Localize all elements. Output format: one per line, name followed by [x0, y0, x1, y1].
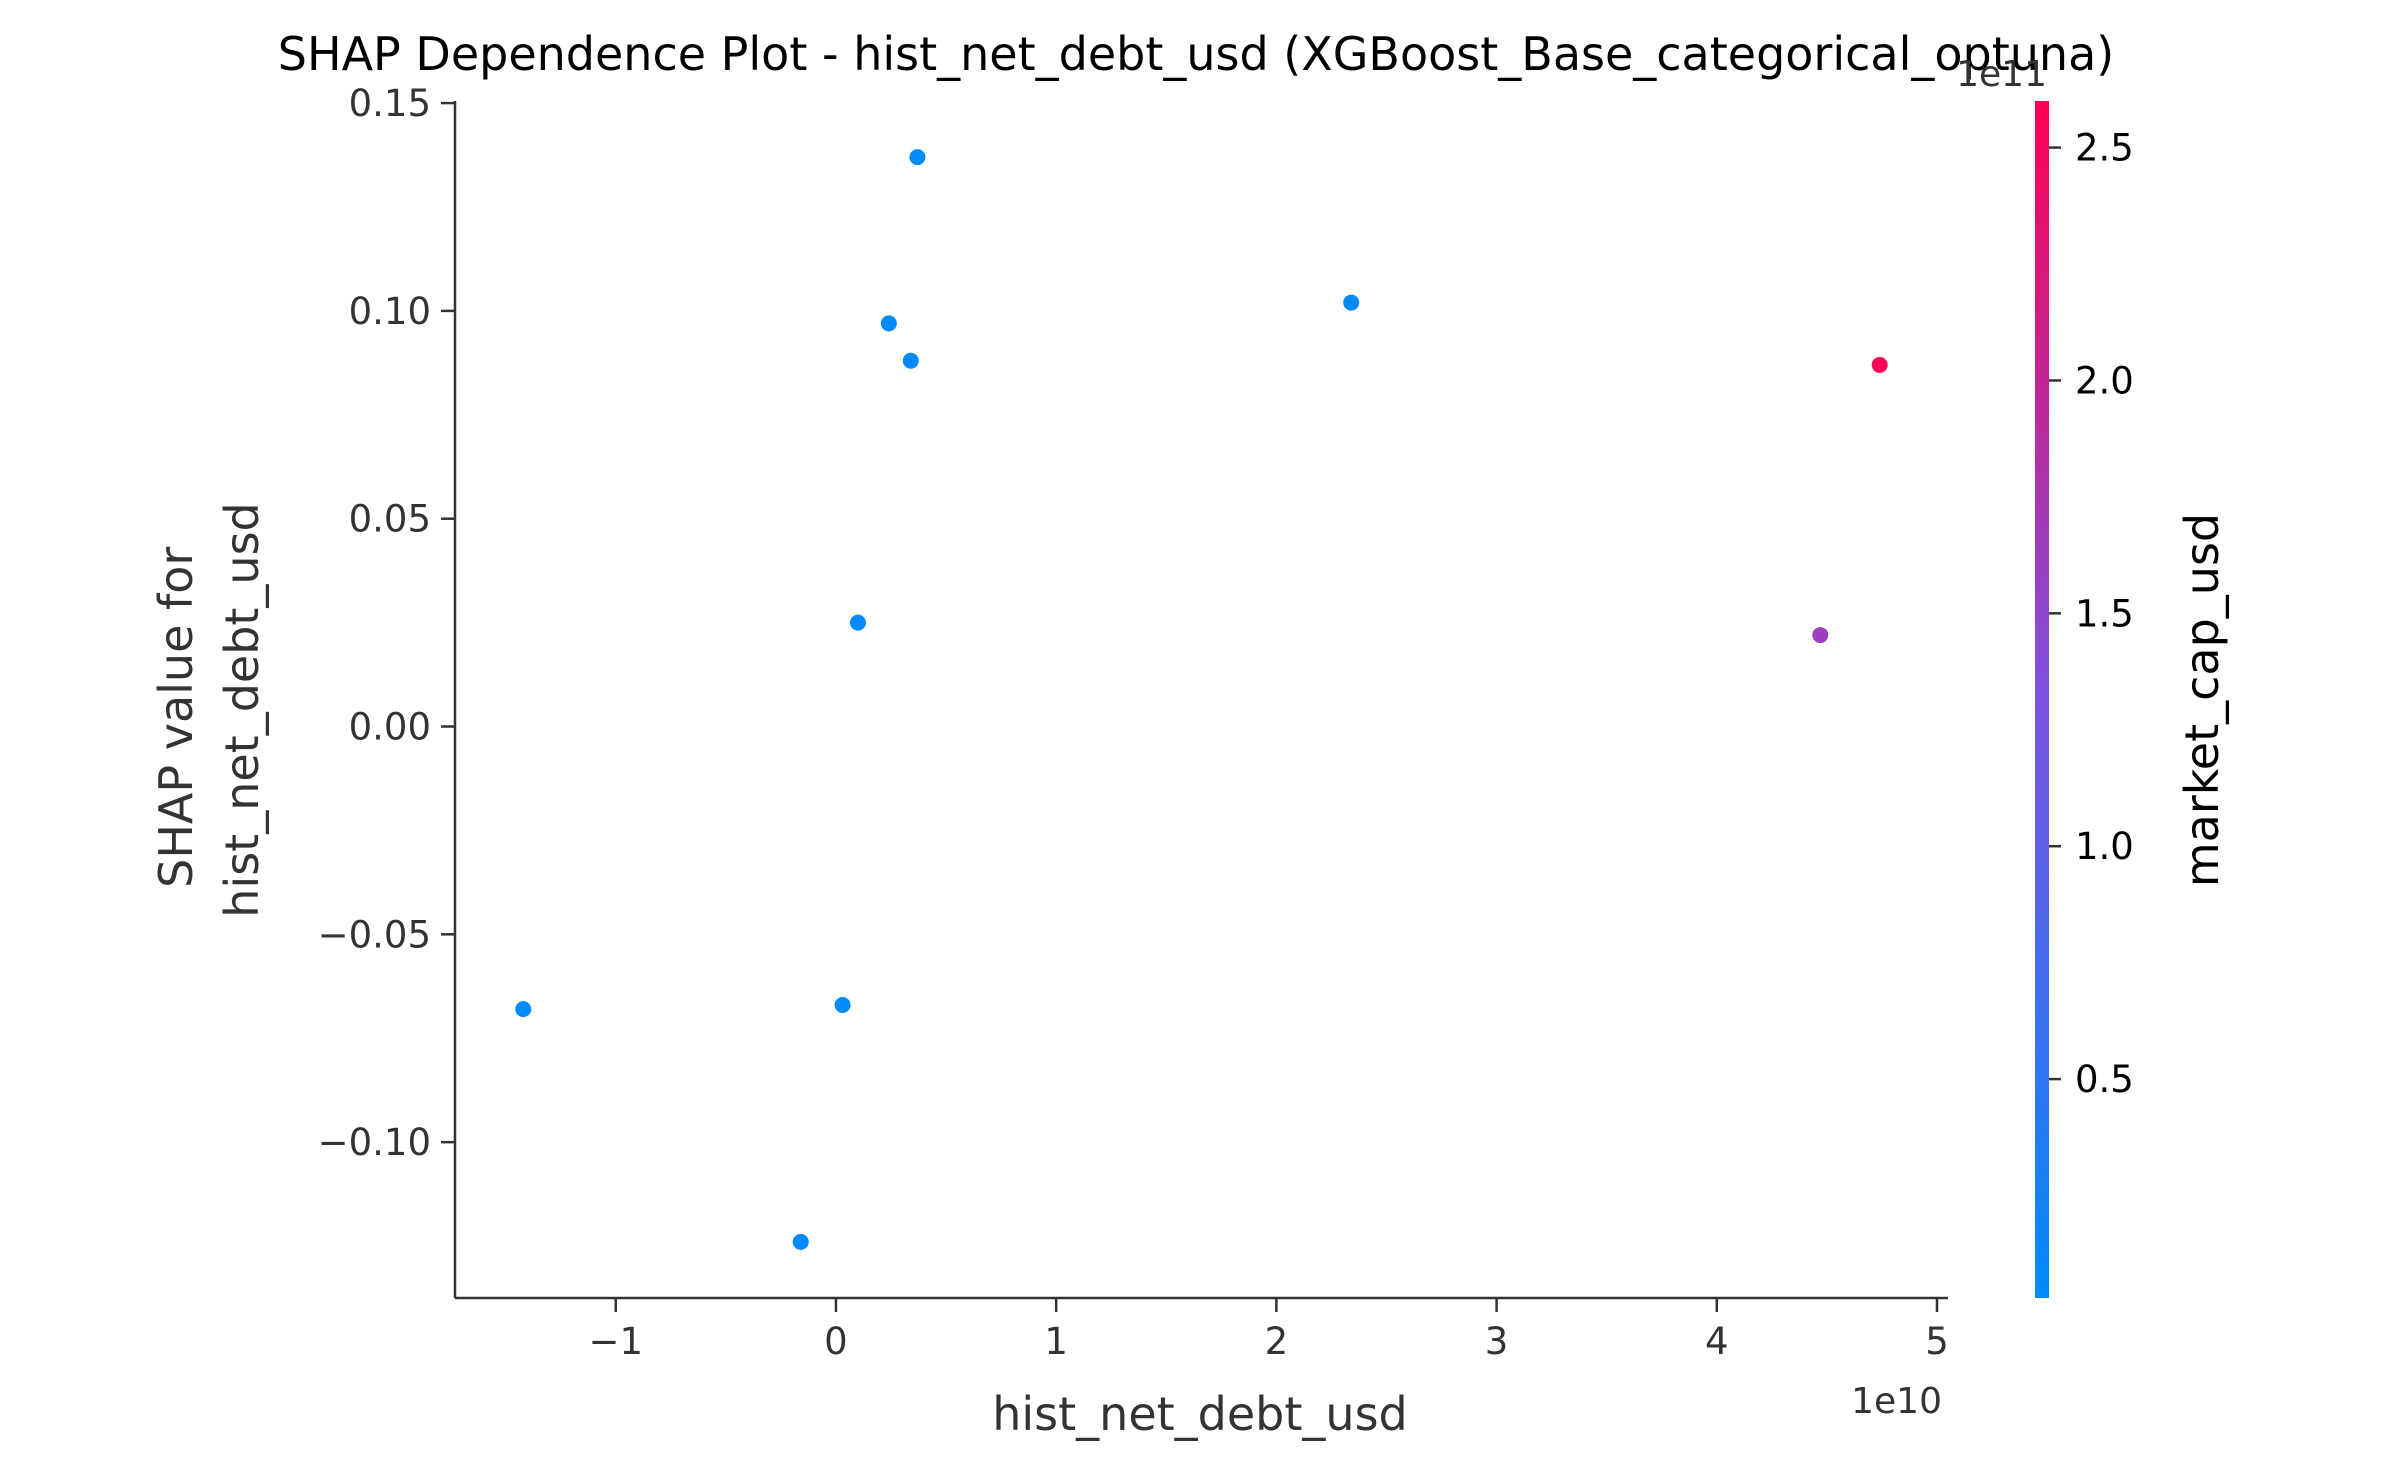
x-tick-label: 4 [1705, 1320, 1729, 1363]
scatter-point [902, 352, 919, 369]
scatter-point [792, 1233, 809, 1250]
scatter-point [909, 149, 926, 166]
x-tick-label: 2 [1265, 1320, 1289, 1363]
colorbar-tick-label: 1.5 [2075, 592, 2134, 635]
y-tick-label: 0.05 [349, 498, 431, 541]
x-axis-label: hist_net_debt_usd [992, 1387, 1407, 1441]
colorbar: 0.5 1.0 1.5 2.0 2.5 market_cap_usd 1e11 [1956, 54, 2229, 1298]
scatter-point [515, 1001, 532, 1018]
colorbar-gradient [2035, 101, 2049, 1298]
x-tick-label: 5 [1925, 1320, 1949, 1363]
y-tick-label: 0.00 [349, 706, 431, 749]
scatter-point [1812, 627, 1829, 644]
scatter-points [515, 149, 1888, 1250]
scatter-point [1871, 356, 1888, 373]
x-tick-label: 3 [1485, 1320, 1509, 1363]
colorbar-tick-label: 0.5 [2075, 1058, 2134, 1101]
x-tick-label: 0 [824, 1320, 848, 1363]
y-tick-label: −0.10 [318, 1121, 431, 1164]
chart-title: SHAP Dependence Plot - hist_net_debt_usd… [278, 27, 2114, 81]
colorbar-tick-label: 2.0 [2075, 359, 2134, 402]
colorbar-label: market_cap_usd [2175, 513, 2229, 887]
colorbar-tick-label: 1.0 [2075, 825, 2134, 868]
x-tick-label: −1 [588, 1320, 643, 1363]
y-tick-label: 0.15 [349, 82, 431, 125]
scatter-point [1343, 294, 1360, 311]
scatter-point [880, 315, 897, 332]
y-tick-label: 0.10 [349, 290, 431, 333]
scatter-point [834, 996, 851, 1013]
colorbar-ticks: 0.5 1.0 1.5 2.0 2.5 [2049, 127, 2134, 1101]
y-axis-label: SHAP value for hist_net_debt_usd [149, 502, 269, 917]
y-axis-label-line-1: SHAP value for [149, 547, 203, 888]
colorbar-offset-label: 1e11 [1956, 54, 2047, 95]
x-axis: −1 0 1 2 3 4 5 [455, 1296, 1949, 1363]
x-tick-label: 1 [1044, 1320, 1068, 1363]
x-offset-label: 1e10 [1851, 1381, 1942, 1422]
y-axis: −0.10 −0.05 0.00 0.05 0.10 0.15 [318, 82, 457, 1298]
scatter-point [849, 614, 866, 631]
y-tick-label: −0.05 [318, 913, 431, 956]
y-axis-label-line-2: hist_net_debt_usd [215, 502, 269, 917]
colorbar-tick-label: 2.5 [2075, 127, 2134, 170]
